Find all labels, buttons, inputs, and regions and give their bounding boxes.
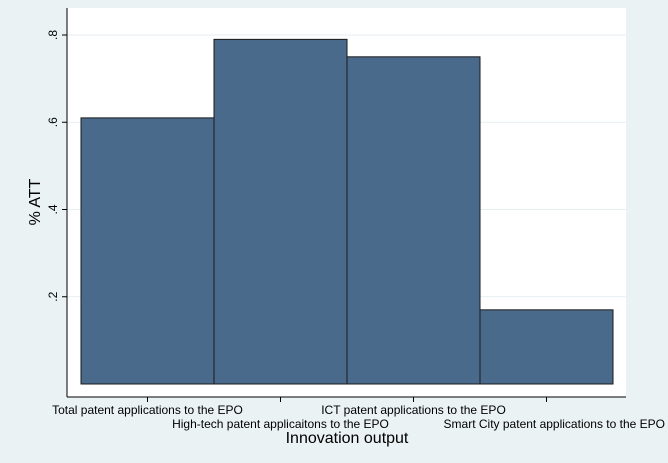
y-tick-label: .4 bbox=[46, 204, 60, 214]
bars bbox=[80, 38, 614, 385]
bar bbox=[346, 56, 481, 385]
x-ticks: Total patent applications to the EPOHigh… bbox=[52, 397, 665, 431]
y-tick-label: .6 bbox=[46, 117, 60, 127]
y-tick-label: .8 bbox=[46, 30, 60, 40]
x-tick-label: ICT patent applications to the EPO bbox=[321, 403, 506, 417]
y-tick-label: .2 bbox=[46, 291, 60, 301]
y-axis-title: % ATT bbox=[27, 178, 44, 225]
x-axis-title: Innovation output bbox=[286, 430, 409, 447]
x-tick-label: High-tech patent applicaitons to the EPO bbox=[172, 417, 389, 431]
y-ticks: .2 .4 .6 .8 bbox=[46, 30, 67, 302]
x-tick-label: Smart City patent applications to the EP… bbox=[444, 417, 665, 431]
x-tick-label: Total patent applications to the EPO bbox=[52, 403, 243, 417]
bar bbox=[479, 309, 614, 385]
bar bbox=[80, 117, 215, 385]
bar bbox=[213, 38, 348, 385]
